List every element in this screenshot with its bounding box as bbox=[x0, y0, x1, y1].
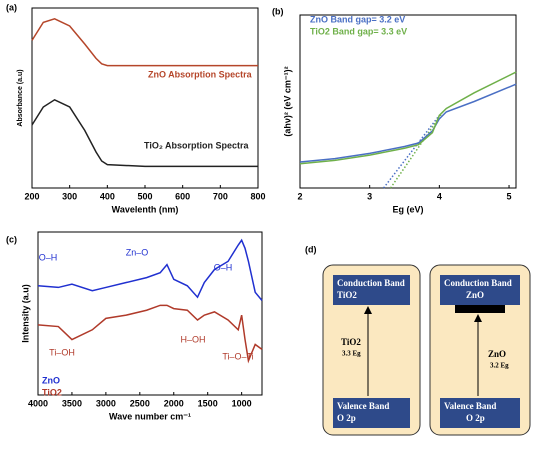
x-axis-label: Wavelenth (nm) bbox=[112, 204, 179, 214]
x-tick-label: 3 bbox=[367, 191, 372, 201]
series-line bbox=[299, 71, 517, 165]
plot-frame bbox=[299, 14, 517, 189]
y-axis-label: Intensity (a.u) bbox=[20, 284, 30, 343]
band-orbital: O 2p bbox=[337, 413, 356, 423]
x-tick-label: 400 bbox=[100, 191, 115, 201]
y-axis-label: (ahν)² (eV cm⁻¹)² bbox=[282, 66, 292, 136]
arrow-head bbox=[364, 306, 372, 314]
series-line bbox=[37, 304, 263, 364]
series-line bbox=[31, 17, 258, 67]
series-label: TiO2 Band gap= 3.3 eV bbox=[310, 26, 407, 36]
band-material: TiO2 bbox=[337, 290, 357, 300]
arrow-head bbox=[474, 314, 482, 322]
fit-line bbox=[383, 114, 440, 189]
annotation: O–H bbox=[214, 262, 233, 272]
panel-label: (c) bbox=[6, 234, 17, 244]
plot-frame bbox=[31, 7, 259, 189]
panel-label: (b) bbox=[272, 6, 284, 16]
series-label: TiO₂ Absorption Spectra bbox=[144, 140, 250, 150]
band-label: Valence Band bbox=[444, 401, 496, 411]
band-label: Conduction Band bbox=[444, 278, 512, 288]
material: ZnO bbox=[488, 349, 506, 359]
x-tick-label: 3500 bbox=[62, 398, 82, 408]
fit-line bbox=[389, 111, 444, 189]
annotation: Ti–O–Ti bbox=[222, 351, 253, 361]
band-material: ZnO bbox=[466, 290, 484, 300]
gap: 3.2 Eg bbox=[490, 362, 509, 370]
band-diagram: (d) Conduction Band TiO2 TiO2 3.3 Eg Val… bbox=[305, 244, 531, 436]
x-tick-label: 700 bbox=[213, 191, 228, 201]
x-axis-label: Wave number cm⁻¹ bbox=[109, 411, 191, 421]
x-tick-label: 300 bbox=[62, 191, 77, 201]
box bbox=[322, 264, 421, 436]
x-tick-label: 2000 bbox=[164, 398, 184, 408]
band-edge bbox=[455, 305, 505, 313]
annotation: Ti–OH bbox=[49, 347, 75, 357]
material: TiO2 bbox=[341, 337, 361, 347]
panel-label: (d) bbox=[305, 244, 317, 254]
series-label: ZnO Band gap= 3.2 eV bbox=[310, 14, 405, 24]
band-label: Valence Band bbox=[337, 401, 389, 411]
valence-band bbox=[440, 398, 520, 428]
x-tick-label: 3000 bbox=[96, 398, 116, 408]
series-line bbox=[37, 238, 263, 301]
band-label: Conduction Band bbox=[337, 278, 405, 288]
x-tick-label: 800 bbox=[250, 191, 265, 201]
x-tick-label: 2 bbox=[297, 191, 302, 201]
x-axis-label: Eg (eV) bbox=[392, 204, 423, 214]
valence-band bbox=[333, 398, 410, 428]
conduction-band bbox=[440, 275, 520, 305]
x-tick-label: 200 bbox=[24, 191, 39, 201]
series-label: TiO2 bbox=[42, 387, 62, 397]
series-label: ZnO Absorption Spectra bbox=[148, 69, 253, 79]
series-line bbox=[299, 83, 517, 163]
panel-label: (a) bbox=[6, 2, 17, 12]
x-tick-label: 2500 bbox=[130, 398, 150, 408]
x-tick-label: 1500 bbox=[198, 398, 218, 408]
x-tick-label: 600 bbox=[175, 191, 190, 201]
band-orbital: O 2p bbox=[466, 413, 485, 423]
annotation: Zn–O bbox=[126, 247, 149, 257]
x-tick-label: 1000 bbox=[232, 398, 252, 408]
gap: 3.3 Eg bbox=[342, 350, 361, 358]
series-line bbox=[31, 98, 258, 168]
series-label: ZnO bbox=[42, 375, 60, 385]
annotation: H–OH bbox=[180, 334, 205, 344]
annotation: O–H bbox=[39, 252, 58, 262]
x-tick-label: 500 bbox=[137, 191, 152, 201]
x-tick-label: 4 bbox=[437, 191, 442, 201]
plot-frame bbox=[37, 231, 263, 396]
y-axis-label: Absorbance (a.u) bbox=[17, 69, 24, 126]
x-tick-label: 5 bbox=[507, 191, 512, 201]
conduction-band bbox=[333, 275, 410, 305]
x-tick-label: 4000 bbox=[28, 398, 48, 408]
